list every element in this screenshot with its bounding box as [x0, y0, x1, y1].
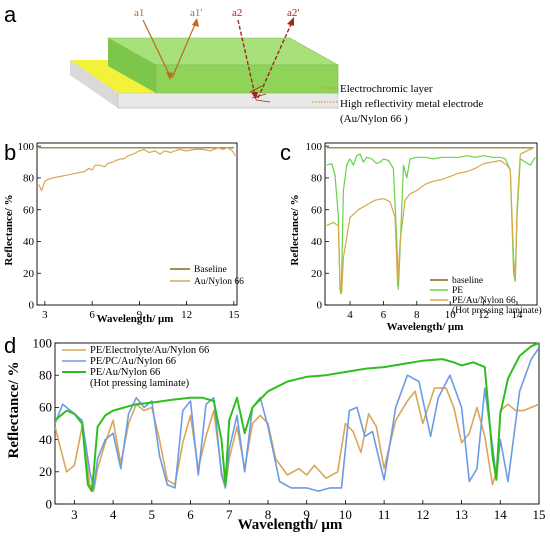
- x-tick-label: 6: [381, 309, 387, 321]
- metal-electrode-side: [70, 60, 118, 108]
- x-tick-label: 8: [414, 309, 420, 321]
- series-line-3: [326, 147, 534, 293]
- legend-label: baseline: [452, 276, 483, 286]
- x-axis-label: Wavelength/ μm: [387, 321, 464, 333]
- reflected-ray-a1: [171, 21, 197, 79]
- y-tick-label: 60: [311, 204, 323, 216]
- y-tick-label: 20: [311, 268, 323, 280]
- y-tick-label: 100: [18, 141, 35, 153]
- x-tick-label: 14: [494, 507, 508, 522]
- series-line-1: [55, 387, 539, 492]
- ray-label-a1: a1: [134, 7, 144, 19]
- y-tick-label: 0: [317, 300, 323, 312]
- x-axis-label: Wavelength/ μm: [238, 517, 343, 533]
- panel-letter: c: [280, 140, 291, 165]
- series-line-2: [38, 147, 236, 192]
- y-tick-label: 40: [39, 432, 52, 447]
- x-tick-label: 15: [533, 507, 546, 522]
- x-tick-label: 8: [265, 507, 272, 522]
- x-tick-label: 13: [455, 507, 468, 522]
- y-tick-label: 80: [23, 173, 35, 185]
- legend-label: Au/Nylon 66: [194, 277, 244, 287]
- electrochromic-side: [108, 38, 156, 93]
- x-tick-label: 5: [149, 507, 156, 522]
- legend-label: Baseline: [194, 265, 227, 275]
- x-tick-label: 14: [511, 309, 523, 321]
- x-tick-label: 9: [303, 507, 310, 522]
- x-tick-label: 12: [478, 309, 489, 321]
- x-tick-label: 15: [228, 309, 240, 321]
- x-tick-label: 3: [42, 309, 48, 321]
- chart-panel-d: d 3 4 5 6 7 8 9 10 11 12 13 14 15 0 20 40 60 80 100 Waveleng…: [4, 333, 546, 533]
- x-axis-label: Wavelength/ μm: [97, 313, 174, 325]
- y-axis-label: Reflectance/ %: [289, 194, 301, 265]
- arrow-icon: [166, 72, 173, 80]
- x-tick-label: 6: [89, 309, 95, 321]
- y-tick-label: 80: [311, 173, 323, 185]
- label-metal-electrode-material: (Au/Nylon 66 ): [340, 113, 408, 125]
- y-axis-label: Reflectance/ %: [6, 361, 22, 458]
- incident-ray-a2: [237, 19, 256, 96]
- incident-ray-a1: [142, 19, 171, 77]
- y-tick-label: 40: [311, 236, 323, 248]
- x-tick-label: 11: [378, 507, 391, 522]
- panel-letter: b: [4, 140, 16, 165]
- y-tick-label: 100: [306, 141, 323, 153]
- ray-label-a2: a2: [232, 7, 242, 19]
- panel-a-letter: a: [4, 2, 17, 27]
- arrow-icon: [287, 17, 294, 26]
- y-tick-label: 60: [23, 204, 35, 216]
- label-electrochromic-layer: Electrochromic layer: [340, 83, 433, 95]
- chart-panel-b: b 3 6 9 12 15 0 20 40 60 80 100 Wavelength/ μm Reflec…: [3, 140, 244, 325]
- x-tick-label: 12: [181, 309, 192, 321]
- plot-frame: [36, 142, 238, 306]
- x-tick-label: 6: [187, 507, 194, 522]
- x-tick-label: 4: [110, 507, 117, 522]
- ray-label-a2-prime: a2': [287, 7, 299, 19]
- x-tick-label: 12: [416, 507, 429, 522]
- legend-label: PE/Electrolyte/Au/Nylon 66: [90, 345, 209, 356]
- metal-electrode-front: [117, 92, 339, 109]
- chart-panel-c: c 4 6 8 10 12 14 0 20 40 60 80 100 Wavelength/ μm Refl…: [280, 140, 542, 333]
- x-tick-label: 9: [137, 309, 143, 321]
- series-line-2: [55, 347, 539, 492]
- y-tick-label: 40: [23, 236, 35, 248]
- legend-label: PE/Au/Nylon 66: [90, 367, 160, 378]
- y-axis-label: Reflectance/ %: [3, 194, 15, 265]
- legend-note: (Hot pressing laminate): [90, 378, 190, 389]
- y-tick-label: 0: [29, 300, 35, 312]
- y-tick-label: 100: [33, 335, 53, 350]
- y-tick-label: 60: [39, 400, 52, 415]
- legend-note: (Hot pressing laminate): [452, 305, 542, 316]
- ray-label-a1-prime: a1': [190, 7, 202, 19]
- y-tick-label: 20: [23, 268, 35, 280]
- panel-letter: d: [4, 333, 16, 358]
- arrow-icon: [192, 18, 199, 27]
- x-tick-label: 10: [445, 309, 457, 321]
- x-tick-label: 10: [339, 507, 352, 522]
- y-tick-label: 0: [46, 496, 53, 511]
- series-line-2: [326, 153, 536, 295]
- label-metal-electrode: High reflectivity metal electrode: [340, 98, 483, 110]
- x-tick-label: 4: [347, 309, 353, 321]
- x-tick-label: 3: [71, 507, 78, 522]
- legend-label: PE/PC/Au/Nylon 66: [90, 356, 176, 367]
- electrochromic-front: [155, 64, 339, 94]
- panel-a-schematic: a a1 a1' a2 a2' Electrochromic layer Hig…: [4, 2, 483, 125]
- reflected-ray-a2: [257, 21, 293, 99]
- arrow-icon: [251, 92, 258, 100]
- series-line-3: [55, 342, 539, 493]
- y-tick-label: 20: [39, 464, 52, 479]
- x-tick-label: 7: [226, 507, 233, 522]
- y-tick-label: 80: [39, 368, 52, 383]
- plot-frame: [324, 142, 538, 306]
- legend-label: PE/Au/Nylon 66: [452, 296, 516, 306]
- legend-label: PE: [452, 286, 463, 296]
